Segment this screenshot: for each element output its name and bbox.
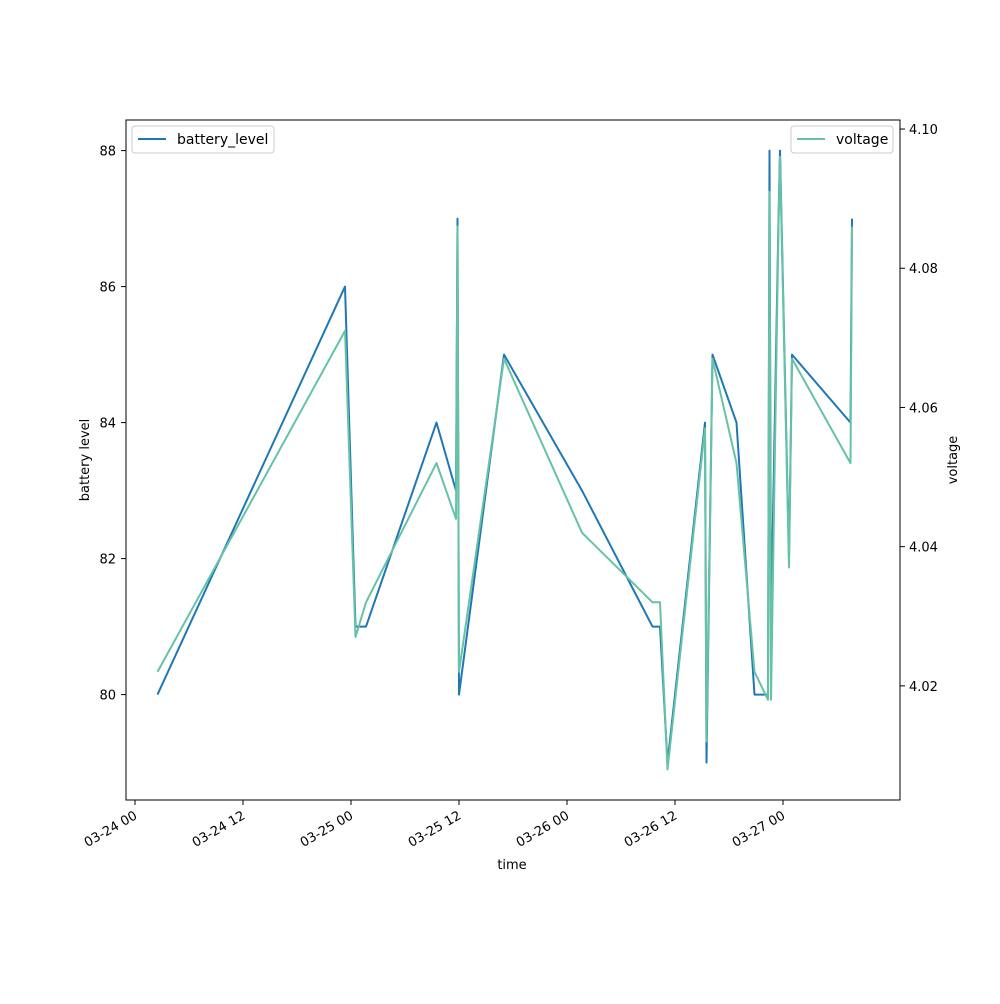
x-tick-label: 03-24 12 bbox=[190, 808, 248, 850]
y2-tick-label: 4.10 bbox=[909, 123, 938, 138]
y-axis-left: 80 82 84 86 88 bbox=[99, 145, 126, 704]
y-tick-label: 82 bbox=[99, 553, 116, 568]
y2-tick-label: 4.04 bbox=[909, 541, 938, 556]
legend-label-battery-level: battery_level bbox=[177, 132, 268, 148]
y2-axis-label: voltage bbox=[946, 436, 961, 485]
series-line-voltage bbox=[156, 155, 853, 771]
y-axis-label: battery level bbox=[78, 419, 93, 502]
legend-left: battery_level bbox=[131, 125, 275, 154]
series-layer bbox=[156, 149, 853, 771]
legend-left-box bbox=[131, 125, 275, 154]
y2-tick-label: 4.02 bbox=[909, 680, 938, 695]
legend-right-box bbox=[790, 125, 894, 154]
x-tick-label: 03-26 00 bbox=[514, 808, 572, 850]
x-tick-label: 03-25 12 bbox=[406, 808, 464, 850]
x-axis-label: time bbox=[497, 858, 526, 873]
y-axis-right: 4.02 4.04 4.06 4.08 4.10 bbox=[900, 123, 938, 695]
x-axis: 03-24 00 03-24 12 03-25 00 03-25 12 03-26 00… bbox=[82, 800, 788, 851]
x-tick-label: 03-26 12 bbox=[622, 808, 680, 850]
y-tick-label: 84 bbox=[99, 417, 116, 432]
legend-label-voltage: voltage bbox=[836, 132, 888, 148]
y-tick-label: 86 bbox=[99, 281, 116, 296]
y2-tick-label: 4.08 bbox=[909, 262, 938, 277]
y-tick-label: 88 bbox=[99, 145, 116, 160]
x-tick-label: 03-27 00 bbox=[730, 808, 788, 850]
x-tick-label: 03-24 00 bbox=[82, 808, 140, 850]
y-tick-label: 80 bbox=[99, 689, 116, 704]
x-tick-label: 03-25 00 bbox=[298, 808, 356, 850]
y2-tick-label: 4.06 bbox=[909, 401, 938, 416]
plot-area bbox=[126, 120, 900, 800]
legend-right: voltage bbox=[790, 125, 894, 154]
plot-frame bbox=[125, 119, 901, 801]
